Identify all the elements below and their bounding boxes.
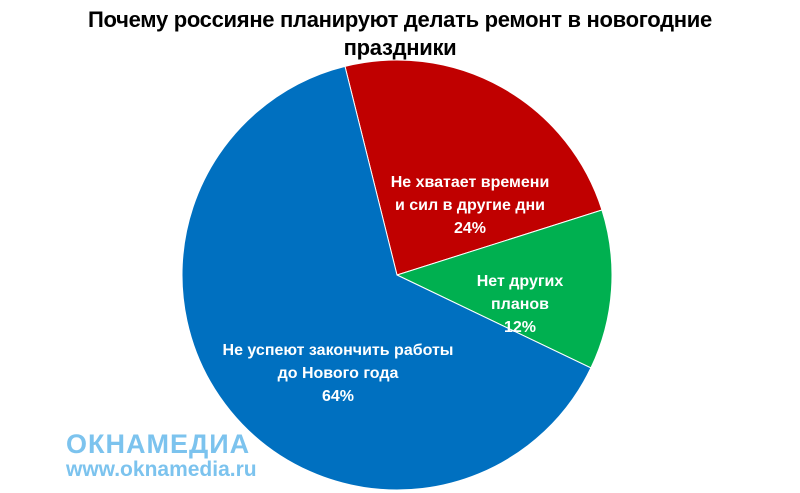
pie-slice [181,65,592,491]
slice-value-label: 24% [454,220,486,237]
slice-label-line: планов [491,296,549,313]
watermark-brand: ОКНАМЕДИА [66,429,251,459]
watermark-url: www.oknamedia.ru [66,458,257,481]
slice-label-line: Нет других [477,273,564,290]
slice-value-label: 64% [322,388,354,405]
slice-label-line: и сил в другие дни [395,197,545,214]
pie-slice [395,209,613,369]
slice-value-label: 12% [504,319,536,336]
slice-label: Нет других планов 12% [477,273,564,336]
slice-label-line: Не хватает времени [391,174,550,191]
chart-title: Почему россияне планируют делать ремонт … [0,6,800,62]
slice-label-line: до Нового года [278,365,399,382]
slice-label-line: Не успеют закончить работы [223,342,454,359]
pie-slice [344,59,603,276]
chart-title-line-1: Почему россияне планируют делать ремонт … [88,7,712,32]
slice-label: Не хватает времени и сил в другие дни 24% [391,174,550,237]
watermark-logo: ОКНАМЕДИА www.oknamedia.ru [66,430,257,482]
slice-label: Не успеют закончить работы до Нового года… [223,342,454,405]
chart-title-line-2: праздники [343,35,457,60]
